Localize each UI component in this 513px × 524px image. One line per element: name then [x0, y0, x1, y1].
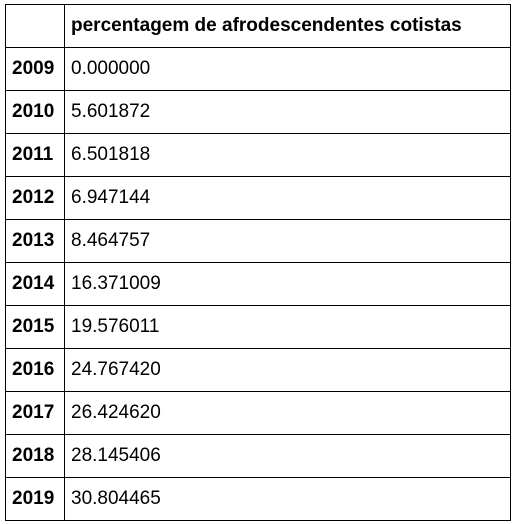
- table-row: 2013 8.464757: [5, 219, 511, 263]
- table-row: 2018 28.145406: [5, 434, 511, 478]
- row-index-cell: 2009: [5, 47, 65, 91]
- row-index-cell: 2010: [5, 90, 65, 134]
- row-index-cell: 2012: [5, 176, 65, 220]
- header-row: percentagem de afrodescendentes cotistas: [5, 4, 511, 48]
- row-value-cell: 16.371009: [64, 262, 511, 306]
- table-body: 2009 0.000000 2010 5.601872 2011 6.50181…: [5, 47, 511, 521]
- table-row: 2014 16.371009: [5, 262, 511, 306]
- row-index-cell: 2015: [5, 305, 65, 349]
- column-header-percentagem: percentagem de afrodescendentes cotistas: [64, 4, 511, 48]
- row-index-cell: 2014: [5, 262, 65, 306]
- table-row: 2017 26.424620: [5, 391, 511, 435]
- data-table: percentagem de afrodescendentes cotistas…: [5, 4, 511, 521]
- table-header: percentagem de afrodescendentes cotistas: [5, 4, 511, 48]
- table-row: 2009 0.000000: [5, 47, 511, 91]
- table-row: 2019 30.804465: [5, 477, 511, 521]
- table-row: 2012 6.947144: [5, 176, 511, 220]
- table-row: 2010 5.601872: [5, 90, 511, 134]
- table-row: 2016 24.767420: [5, 348, 511, 392]
- row-value-cell: 6.501818: [64, 133, 511, 177]
- row-value-cell: 19.576011: [64, 305, 511, 349]
- row-value-cell: 26.424620: [64, 391, 511, 435]
- row-index-cell: 2013: [5, 219, 65, 263]
- table-row: 2015 19.576011: [5, 305, 511, 349]
- row-value-cell: 24.767420: [64, 348, 511, 392]
- row-value-cell: 0.000000: [64, 47, 511, 91]
- row-value-cell: 8.464757: [64, 219, 511, 263]
- row-index-cell: 2019: [5, 477, 65, 521]
- index-header-cell: [5, 4, 65, 48]
- table-row: 2011 6.501818: [5, 133, 511, 177]
- row-value-cell: 28.145406: [64, 434, 511, 478]
- row-value-cell: 6.947144: [64, 176, 511, 220]
- row-index-cell: 2017: [5, 391, 65, 435]
- row-value-cell: 5.601872: [64, 90, 511, 134]
- row-index-cell: 2011: [5, 133, 65, 177]
- row-value-cell: 30.804465: [64, 477, 511, 521]
- row-index-cell: 2018: [5, 434, 65, 478]
- row-index-cell: 2016: [5, 348, 65, 392]
